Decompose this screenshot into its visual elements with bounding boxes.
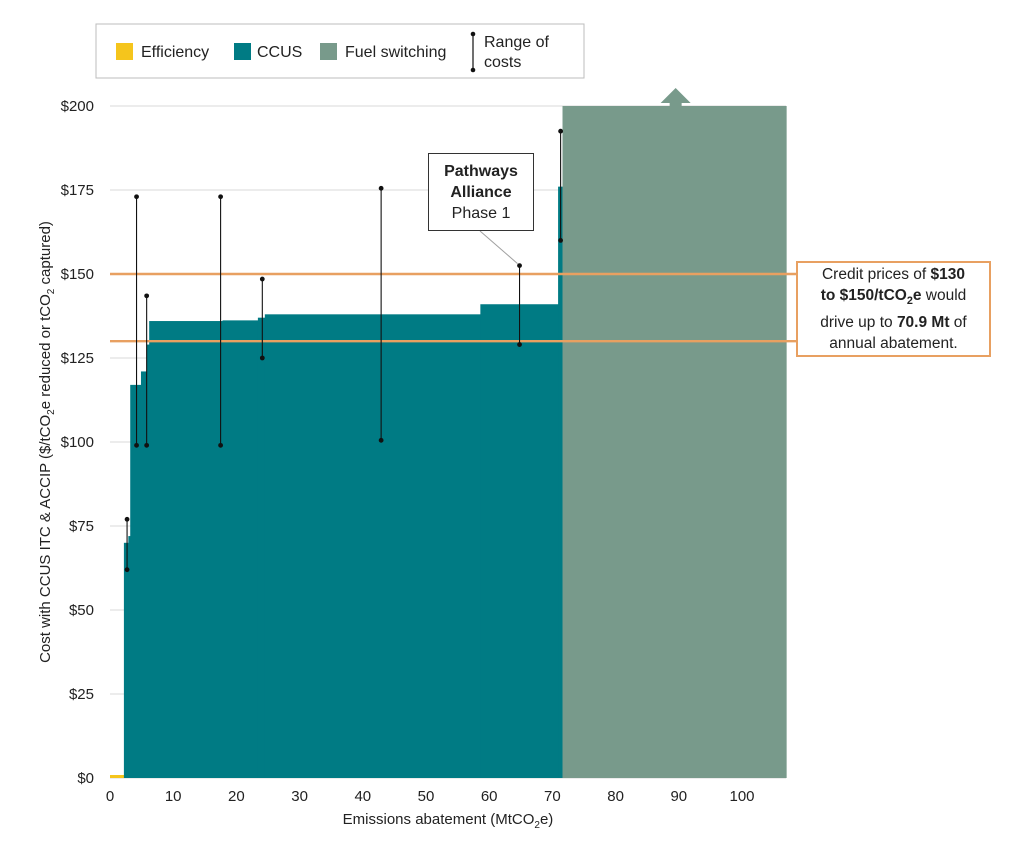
series-fuel-switching [562, 106, 787, 778]
y-tick-label: $175 [61, 182, 94, 199]
x-tick-label: 10 [165, 788, 182, 805]
range-high-point [144, 293, 150, 299]
x-axis-ticks: 0 10 20 30 40 50 60 70 80 90 100 [106, 788, 755, 805]
x-tick-label: 20 [228, 788, 245, 805]
y-axis-ticks: $0 $25 $50 $75 $100 $125 $150 $175 $200 [61, 98, 94, 787]
range-low-point [259, 355, 265, 361]
legend-frame [95, 23, 585, 79]
callout-line2: to $150/tCO2e would [820, 286, 967, 308]
x-tick-label: 100 [729, 788, 754, 805]
y-tick-label: $75 [69, 518, 94, 535]
range-marker [218, 194, 224, 448]
range-marker [558, 128, 564, 243]
step-bar [480, 304, 559, 778]
range-high-point [134, 194, 139, 200]
step-bar [128, 536, 131, 778]
series-efficiency [110, 775, 125, 778]
y-tick-label: $125 [61, 350, 94, 367]
legend-swatch-efficiency [116, 43, 133, 60]
x-tick-label: 60 [481, 788, 498, 805]
y-tick-label: $150 [61, 266, 94, 283]
step-bar [222, 320, 259, 778]
y-tick-label: $50 [69, 602, 94, 619]
y-tick-label: $200 [61, 98, 94, 115]
range-low-point [124, 567, 130, 573]
range-marker [259, 276, 265, 361]
step-bar [562, 106, 787, 778]
range-low-point [134, 442, 139, 448]
step-bar [264, 314, 481, 778]
pathways-line1: Pathways [444, 162, 518, 180]
y-axis-title: Cost with CCUS ITC & ACCIP ($/tCO2e redu… [37, 221, 57, 663]
credit-price-callout: Credit prices of $130 to $150/tCO2e woul… [796, 261, 991, 357]
callout-line4: annual abatement. [829, 335, 958, 353]
legend-label-fuel-switching: Fuel switching [345, 44, 446, 61]
range-high-point [259, 276, 265, 282]
pathways-line3: Phase 1 [451, 204, 511, 222]
range-marker [517, 263, 522, 347]
pathways-line2: Alliance [450, 183, 512, 201]
range-high-point [378, 185, 384, 191]
y-tick-label: $0 [77, 770, 94, 787]
pathways-leader-line [479, 230, 518, 264]
x-tick-label: 70 [544, 788, 561, 805]
range-low-point [144, 442, 150, 448]
step-bar [140, 371, 148, 778]
range-high-point [124, 516, 130, 522]
legend-swatch-fuel-switching [320, 43, 337, 60]
step-bar [123, 542, 129, 778]
step-bar [146, 344, 150, 778]
x-tick-label: 40 [354, 788, 371, 805]
plot-area [110, 106, 787, 778]
cost-range-markers [124, 128, 564, 573]
callout-line3: drive up to 70.9 Mt of [820, 314, 967, 332]
y-tick-label: $25 [69, 686, 94, 703]
legend-label-efficiency: Efficiency [141, 44, 209, 61]
step-bar [130, 384, 142, 778]
x-tick-label: 30 [291, 788, 308, 805]
step-bar [558, 186, 563, 778]
legend-label-ccus: CCUS [257, 44, 302, 61]
legend: Efficiency CCUS Fuel switching Range of … [95, 23, 585, 79]
range-marker [134, 194, 139, 448]
range-marker [144, 293, 150, 448]
x-tick-label: 0 [106, 788, 114, 805]
range-low-point [378, 437, 384, 443]
reference-lines [110, 272, 796, 343]
range-marker [124, 516, 130, 573]
range-high-point [218, 194, 224, 200]
step-bar [149, 321, 223, 778]
range-high-point [558, 128, 564, 134]
range-low-point [558, 238, 564, 243]
range-low-point [218, 442, 224, 448]
range-high-point [517, 263, 522, 268]
legend-swatch-ccus [234, 43, 251, 60]
y-tick-label: $100 [61, 434, 94, 451]
legend-range-icon [470, 31, 476, 73]
range-low-point [517, 342, 522, 347]
range-marker [378, 185, 384, 443]
callout-line1: Credit prices of $130 [821, 265, 966, 283]
step-bar [257, 317, 266, 778]
legend-label-range: Range of costs [484, 34, 553, 71]
x-tick-label: 80 [607, 788, 624, 805]
series-ccus [123, 186, 563, 778]
x-axis-title: Emissions abatement (MtCO2e) [343, 811, 554, 831]
pathways-alliance-label: Pathways Alliance Phase 1 [428, 153, 534, 231]
x-tick-label: 90 [670, 788, 687, 805]
x-tick-label: 50 [418, 788, 435, 805]
off-scale-arrow-icon [660, 88, 691, 106]
step-bar [110, 775, 125, 778]
